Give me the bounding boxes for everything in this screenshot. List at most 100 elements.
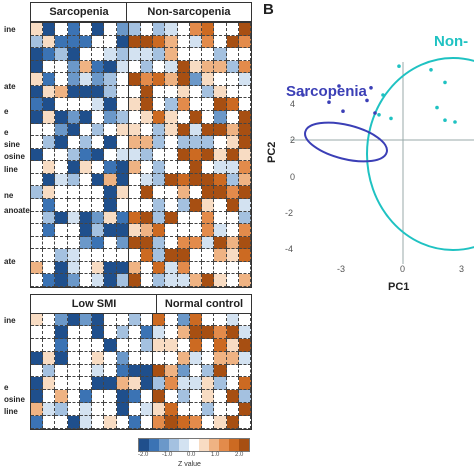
heatmap-cell (92, 313, 105, 326)
heatmap-cell (141, 123, 154, 137)
heatmap-cell (153, 23, 166, 36)
heatmap-cell (104, 73, 117, 86)
heatmap-cell (165, 48, 178, 61)
heatmap-cell (55, 35, 68, 49)
heatmap-cell (165, 35, 178, 49)
heatmap-cell (141, 73, 154, 86)
heatmap-cell (116, 261, 129, 275)
heatmap-cell (141, 60, 154, 74)
heatmap-cell (67, 73, 80, 86)
heatmap-cell (165, 123, 178, 137)
heatmap-cell (141, 136, 154, 149)
x-tick: -3 (337, 264, 345, 274)
legend-tick: -1.0 (162, 452, 173, 458)
heatmap-cell (153, 390, 166, 404)
panel-letter: B (263, 1, 274, 18)
heatmap-cell (202, 211, 215, 225)
heatmap-cell (116, 85, 129, 99)
heatmap-cell (214, 173, 227, 187)
heatmap-cell (31, 173, 44, 187)
heatmap-cell (104, 98, 117, 111)
heatmap-cell (141, 23, 154, 36)
heatmap-cell (116, 98, 129, 111)
y-tick: 0 (290, 172, 295, 182)
heatmap-cell (104, 224, 117, 237)
heatmap-cell (189, 249, 203, 262)
heatmap-cell (128, 60, 141, 74)
heatmap-cell (92, 148, 105, 162)
heatmap-cell (141, 274, 154, 287)
heatmap-cell (79, 364, 93, 378)
heatmap-cell (92, 73, 105, 86)
heatmap-cell (31, 123, 44, 137)
legend-swatch (139, 439, 149, 451)
heatmap-cell (141, 236, 154, 250)
heatmap-cell (55, 261, 68, 275)
heatmap-cell (153, 123, 166, 137)
heatmap-cell (128, 236, 141, 250)
heatmap-cell (165, 23, 178, 36)
heatmap-cell (202, 148, 215, 162)
heatmap-cell (202, 199, 215, 212)
heatmap-cell (79, 403, 93, 417)
row-label: ate (4, 82, 16, 91)
heatmap-cell (214, 161, 227, 174)
heatmap-cell (55, 161, 68, 174)
heatmap-cell (202, 249, 215, 262)
heatmap-cell (67, 123, 80, 137)
heatmap-cell (165, 274, 178, 287)
heatmap-cell (165, 211, 178, 225)
heatmap-cell (79, 416, 93, 429)
sarcopenia-point (369, 86, 373, 90)
heatmap-cell (238, 148, 251, 162)
heatmap-cell (177, 60, 190, 74)
heatmap-cell (153, 60, 166, 74)
heatmap-cell (116, 211, 129, 225)
non-sarcopenia-point (377, 113, 381, 117)
heatmap-cell (31, 224, 44, 237)
heatmap-cell (104, 23, 117, 36)
heatmap-cell (104, 199, 117, 212)
heatmap-cell (226, 249, 239, 262)
heatmap-cell (165, 261, 178, 275)
row-label: ine (4, 25, 16, 34)
heatmap-cell (177, 313, 190, 326)
heatmap-cell (189, 338, 203, 352)
heatmap-cell (55, 325, 68, 339)
heatmap-cell (128, 173, 141, 187)
non-sarcopenia-point (443, 80, 447, 85)
heatmap-cell (31, 274, 44, 287)
heatmap-cell (153, 261, 166, 275)
heatmap-cell (92, 48, 105, 61)
heatmap-cell (238, 73, 251, 86)
heatmap-cell (43, 111, 56, 124)
heatmap-cell (165, 136, 178, 149)
sarcopenia-ellipse (304, 121, 388, 163)
heatmap-cell (92, 23, 105, 36)
heatmap-cell (67, 98, 80, 111)
heatmap-cell (43, 416, 56, 429)
heatmap-cell (189, 313, 203, 326)
non-sarcopenia-point (453, 120, 457, 124)
row-label: ne (4, 191, 14, 200)
heatmap-cell (177, 148, 190, 162)
legend-swatch (229, 439, 239, 451)
heatmap-cell (202, 35, 215, 49)
heatmap-cell (165, 224, 178, 237)
heatmap-cell (31, 48, 44, 61)
heatmap-cell (165, 148, 178, 162)
heatmap-cell (202, 416, 215, 429)
heatmap-cell (226, 261, 239, 275)
heatmap-cell (79, 325, 93, 339)
heatmap-cell (92, 403, 105, 417)
heatmap-cell (116, 351, 129, 365)
heatmap-cell (128, 85, 141, 99)
heatmap-cell (92, 211, 105, 225)
heatmap-cell (55, 274, 68, 287)
heatmap-cell (202, 377, 215, 391)
heatmap-cell (43, 236, 56, 250)
heatmap-cell (67, 377, 80, 391)
heatmap-cell (104, 173, 117, 187)
heatmap-cell (189, 224, 203, 237)
heatmap-cell (116, 377, 129, 391)
